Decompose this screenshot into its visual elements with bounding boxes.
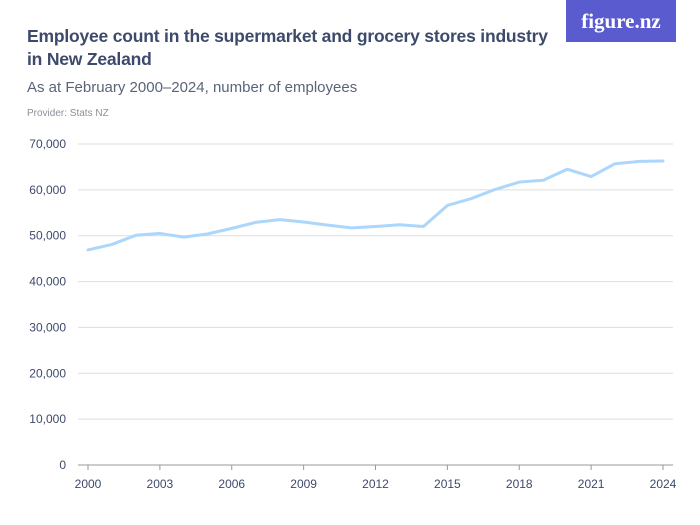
- x-tick-label: 2015: [434, 477, 461, 491]
- y-tick-label: 70,000: [29, 137, 66, 151]
- y-tick-label: 60,000: [29, 183, 66, 197]
- x-tick-label: 2006: [218, 477, 245, 491]
- y-tick-label: 50,000: [29, 229, 66, 243]
- x-tick-label: 2000: [75, 477, 102, 491]
- x-tick-label: 2021: [578, 477, 605, 491]
- provider-label: Provider: Stats NZ: [27, 108, 109, 119]
- chart-title: Employee count in the supermarket and gr…: [27, 26, 548, 69]
- figure-nz-logo[interactable]: figure.nz: [566, 0, 676, 42]
- x-tick-label: 2003: [147, 477, 174, 491]
- x-tick-label: 2009: [290, 477, 317, 491]
- x-tick-label: 2012: [362, 477, 389, 491]
- y-tick-label: 10,000: [29, 412, 66, 426]
- x-tick-label: 2018: [506, 477, 533, 491]
- data-line: [86, 159, 665, 252]
- y-tick-label: 0: [59, 458, 66, 472]
- y-tick-label: 20,000: [29, 366, 66, 380]
- chart-subtitle: As at February 2000–2024, number of empl…: [27, 79, 358, 96]
- y-tick-label: 30,000: [29, 320, 66, 334]
- y-tick-label: 40,000: [29, 275, 66, 289]
- x-tick-label: 2024: [650, 477, 677, 491]
